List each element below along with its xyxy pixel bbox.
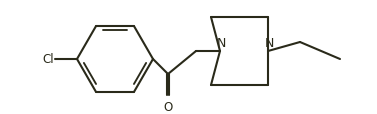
Text: O: O [163, 100, 173, 113]
Text: Cl: Cl [42, 53, 54, 66]
Text: N: N [216, 37, 226, 50]
Text: N: N [264, 37, 274, 50]
